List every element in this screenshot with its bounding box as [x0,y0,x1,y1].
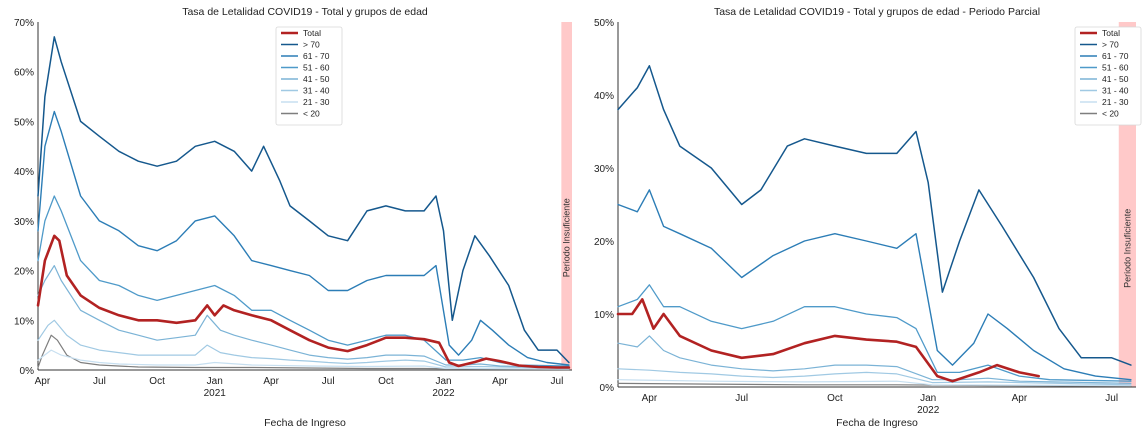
x-tick-label: Jan [207,376,223,387]
y-tick-label: 60% [14,68,34,79]
legend-entry: 41 - 50 [1102,74,1129,84]
series-line-3 [617,284,1132,382]
y-tick-label: 30% [594,164,614,175]
series-group [616,65,1132,387]
legend-entry: > 70 [1102,40,1119,50]
x-tick-year-label: 2021 [204,388,227,399]
series-line-5 [37,319,570,370]
x-axis-label: Fecha de Ingreso [264,417,346,429]
chart-panel-right: Tasa de Letalidad COVID19 - Total y grup… [580,0,1143,433]
legend-entry: Total [303,28,321,38]
series-line-2 [617,189,1132,381]
x-tick-label: Apr [492,376,508,387]
y-tick-label: 70% [14,18,34,29]
legend-entry: < 20 [303,109,320,119]
legend-entry: 61 - 70 [303,51,330,61]
series-group [36,36,571,371]
legend-entry: < 20 [1102,109,1119,119]
series-line-5 [617,368,1132,386]
x-tick-label: Apr [263,376,279,387]
series-line-4 [37,265,570,369]
x-tick-label: Jul [93,376,106,387]
insufficient-period-label: Periodo Insuficiente [1122,209,1132,288]
insufficient-period-label: Periodo Insuficiente [562,198,572,277]
legend-entry: 61 - 70 [1102,51,1129,61]
y-tick-label: 50% [14,117,34,128]
legend-box [1074,26,1142,126]
legend-entry: 41 - 50 [303,74,330,84]
x-axis-label: Fecha de Ingreso [836,417,918,429]
x-tick-label: Oct [378,376,394,387]
legend-entry: Total [1102,28,1120,38]
x-tick-label: Jul [735,393,748,404]
x-tick-year-label: 2022 [432,388,455,399]
legend-entry: 21 - 30 [1102,97,1129,107]
y-tick-label: 20% [594,237,614,248]
x-tick-label: Apr [35,376,51,387]
y-tick-label: 20% [14,267,34,278]
chart-right: Tasa de Letalidad COVID19 - Total y grup… [594,6,1142,429]
series-line-0 [36,234,571,369]
chart-title: Tasa de Letalidad COVID19 - Total y grup… [182,6,428,18]
legend-box [275,26,343,126]
y-tick-label: 50% [594,18,614,29]
series-line-4 [617,335,1132,384]
series-line-7 [37,334,570,371]
chart-panel-left: Tasa de Letalidad COVID19 - Total y grup… [14,6,572,429]
x-tick-year-label: 2022 [917,405,940,416]
y-tick-label: 10% [594,310,614,321]
legend-entry: 31 - 40 [1102,86,1129,96]
series-line-1 [617,65,1132,366]
x-tick-label: Jul [322,376,335,387]
y-tick-label: 0% [600,383,615,394]
legend-entry: 31 - 40 [303,86,330,96]
x-tick-label: Jul [551,376,564,387]
insufficient-period-band [561,22,572,370]
legend-entry: 51 - 60 [1102,63,1129,73]
x-tick-label: Jul [1105,393,1118,404]
x-tick-label: Jan [920,393,936,404]
series-line-0 [616,298,1040,383]
legend-entry: > 70 [303,40,320,50]
series-line-2 [37,110,570,366]
chart-left: Tasa de Letalidad COVID19 - Total y grup… [14,6,572,429]
series-line-6 [37,349,570,370]
x-tick-label: Apr [642,393,658,404]
y-tick-label: 30% [14,217,34,228]
y-tick-label: 0% [20,366,35,377]
x-tick-label: Oct [827,393,843,404]
y-tick-label: 40% [594,91,614,102]
series-line-6 [617,379,1132,387]
legend-entry: 51 - 60 [303,63,330,73]
series-line-1 [37,36,570,364]
x-tick-label: Apr [1012,393,1028,404]
series-line-3 [37,195,570,367]
y-tick-label: 10% [14,316,34,327]
y-tick-label: 40% [14,167,34,178]
x-tick-label: Oct [149,376,165,387]
legend-entry: 21 - 30 [303,97,330,107]
chart-title: Tasa de Letalidad COVID19 - Total y grup… [714,6,1040,18]
x-tick-label: Jan [435,376,451,387]
